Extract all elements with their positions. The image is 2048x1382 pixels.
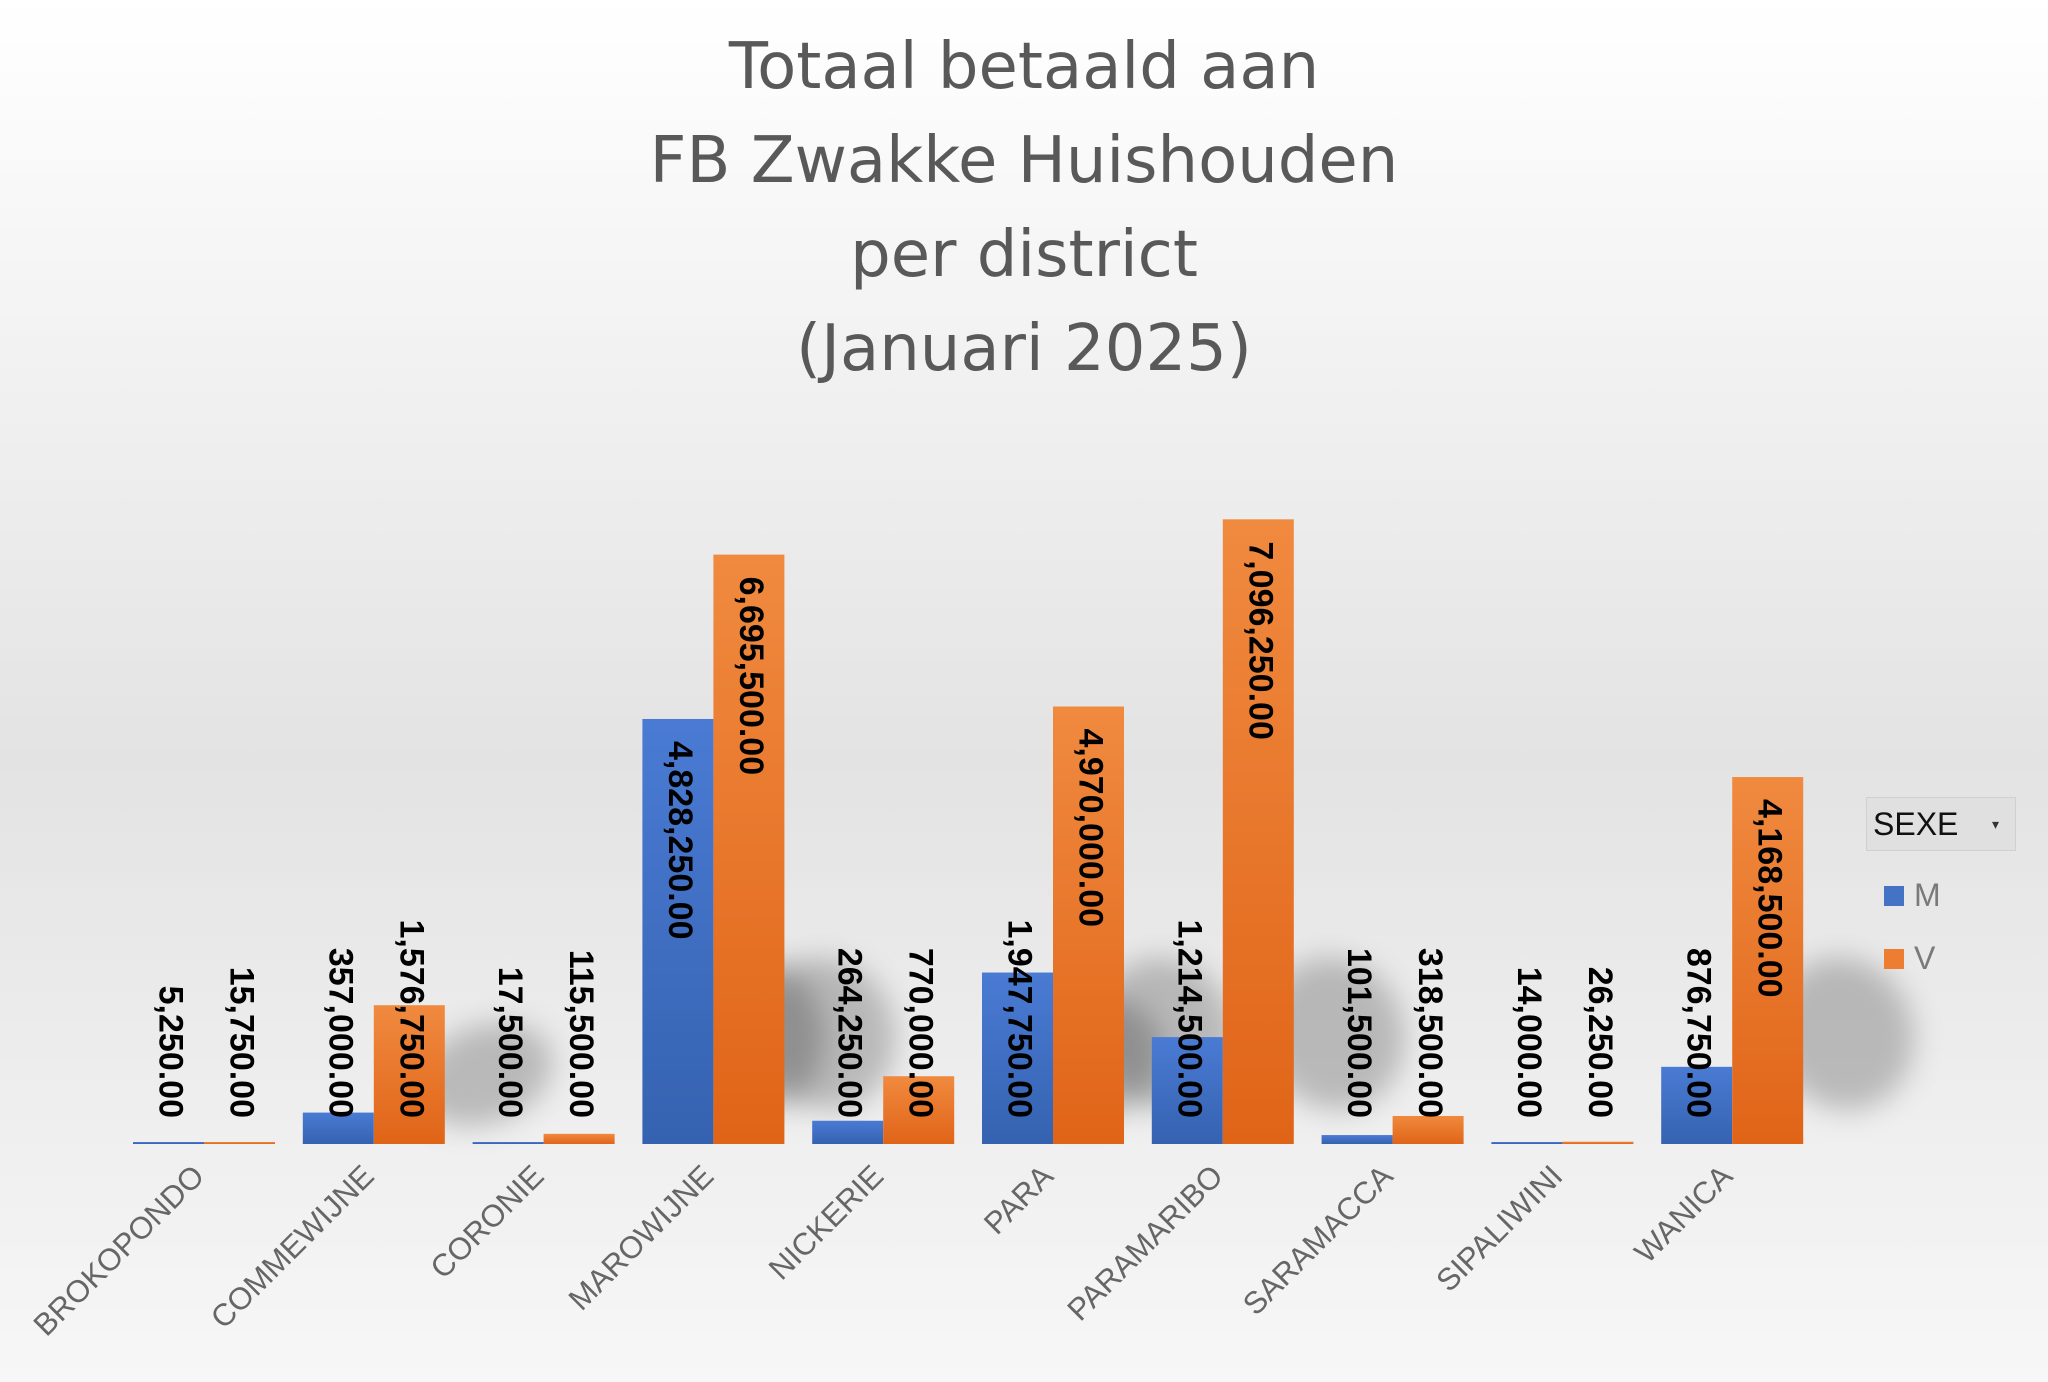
data-label-m-marowijne: 4,828,250.00 <box>661 741 699 940</box>
data-label-v-commewijne: 1,576,750.00 <box>392 919 430 1118</box>
bar-m-paramaribo <box>1151 1037 1223 1144</box>
legend-swatch-m <box>1884 885 1904 906</box>
bar-m-sipaliwini <box>1491 1142 1563 1144</box>
bar-m-brokopondo <box>133 1142 204 1144</box>
data-label-v-saramacca: 318,500.00 <box>1411 948 1449 1118</box>
bar-v-marowijne <box>713 554 785 1144</box>
legend-swatch-v <box>1884 948 1904 969</box>
legend: SEXE ▾ M V <box>1866 797 2016 977</box>
x-tick-label-coronie: CORONIE <box>423 1158 550 1285</box>
chart-title: Totaal betaald aan FB Zwakke Huishouden … <box>0 20 2048 396</box>
bar-m-para <box>982 972 1053 1144</box>
legend-filter-button[interactable]: SEXE ▾ <box>1866 797 2016 851</box>
x-tick-label-saramacca: SARAMACCA <box>1236 1158 1400 1322</box>
data-label-v-marowijne: 6,695,500.00 <box>732 577 770 776</box>
legend-title: SEXE <box>1873 805 1959 842</box>
bars <box>133 519 1804 1144</box>
bar-v-para <box>1053 706 1124 1144</box>
data-label-m-saramacca: 101,500.00 <box>1340 948 1378 1118</box>
data-label-m-coronie: 17,500.00 <box>491 967 529 1118</box>
bar-v-saramacca <box>1392 1115 1464 1144</box>
legend-item-v[interactable]: V <box>1866 940 2016 977</box>
chart-title-line-3: per district <box>850 218 1198 292</box>
bar-m-marowijne <box>642 718 714 1144</box>
data-label-m-wanica: 876,750.00 <box>1680 948 1718 1118</box>
data-labels: 5,250.00 15,750.00 357,000.00 1,576,750.00 1… <box>152 541 1789 1118</box>
data-label-v-para: 4,970,000.00 <box>1072 729 1110 928</box>
legend-label-m: M <box>1914 877 1941 913</box>
bar-shadow <box>1262 957 1405 1111</box>
x-tick-label-commewijne: COMMEWIJNE <box>204 1158 381 1335</box>
chart-title-line-2: FB Zwakke Huishouden <box>649 124 1399 198</box>
bar-m-wanica <box>1661 1066 1733 1144</box>
x-tick-label-wanica: WANICA <box>1628 1158 1740 1270</box>
bar-m-saramacca <box>1321 1135 1393 1144</box>
bar-v-commewijne <box>373 1005 445 1144</box>
data-label-m-sipaliwini: 14,000.00 <box>1510 967 1548 1118</box>
legend-item-m[interactable]: M <box>1866 877 2016 914</box>
data-label-m-paramaribo: 1,214,500.00 <box>1170 919 1208 1118</box>
chart-title-line-4: (Januari 2025) <box>796 312 1252 386</box>
x-tick-label-nickerie: NICKERIE <box>762 1158 890 1286</box>
bar-v-coronie <box>543 1133 615 1144</box>
bar-shadow <box>1772 957 1915 1111</box>
bar-v-wanica <box>1732 777 1804 1144</box>
x-tick-label-marowijne: MAROWIJNE <box>562 1158 721 1317</box>
bar-m-commewijne <box>302 1112 374 1144</box>
bar-shadow <box>416 1023 553 1127</box>
x-tick-label-brokopondo: BROKOPONDO <box>27 1158 211 1342</box>
data-label-v-coronie: 115,500.00 <box>562 950 600 1118</box>
data-label-v-sipaliwini: 26,250.00 <box>1581 967 1619 1118</box>
bar-v-nickerie <box>883 1076 955 1144</box>
bar-m-coronie <box>472 1142 544 1144</box>
data-label-m-para: 1,947,750.00 <box>1001 919 1039 1118</box>
bar-shadow <box>753 957 896 1111</box>
data-label-m-brokopondo: 5,250.00 <box>152 986 190 1118</box>
data-label-v-nickerie: 770,000.00 <box>902 948 940 1118</box>
data-label-v-paramaribo: 7,096,250.00 <box>1241 541 1279 740</box>
bar-v-sipaliwini <box>1562 1141 1634 1144</box>
legend-label-v: V <box>1914 940 1936 976</box>
x-tick-label-paramaribo: PARAMARIBO <box>1060 1158 1229 1327</box>
data-label-m-nickerie: 264,250.00 <box>831 948 869 1118</box>
x-tick-label-para: PARA <box>977 1158 1060 1241</box>
chart-title-line-1: Totaal betaald aan <box>728 30 1320 104</box>
x-tick-label-sipaliwini: SIPALIWINI <box>1429 1158 1569 1298</box>
bar-m-nickerie <box>812 1120 884 1144</box>
bar-v-brokopondo <box>204 1142 275 1144</box>
data-label-v-brokopondo: 15,750.00 <box>223 967 261 1118</box>
data-label-m-commewijne: 357,000.00 <box>321 948 359 1118</box>
bar-v-paramaribo <box>1222 519 1294 1144</box>
chevron-down-icon[interactable]: ▾ <box>1991 815 1999 832</box>
data-label-v-wanica: 4,168,500.00 <box>1751 799 1789 998</box>
